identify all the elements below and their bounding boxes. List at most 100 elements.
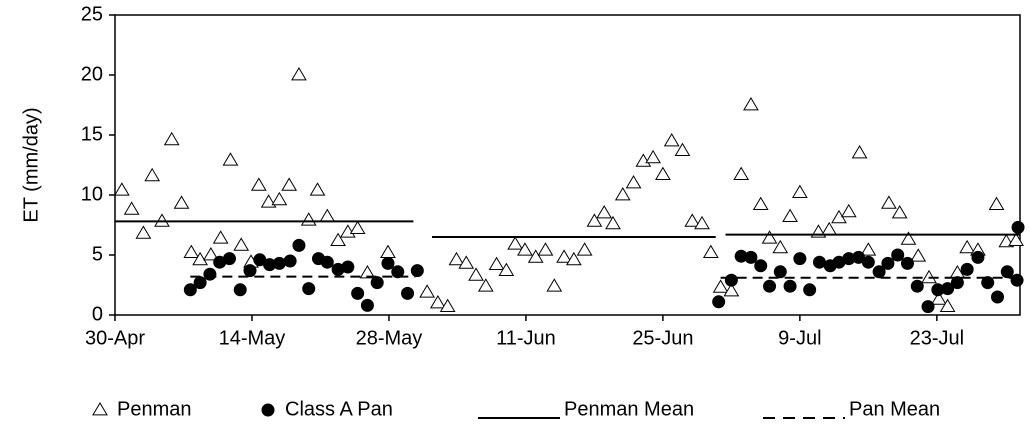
data-point (988, 196, 1005, 210)
data-point (233, 237, 250, 251)
data-point (791, 184, 808, 198)
data-point (429, 295, 446, 309)
mean-line (190, 275, 1019, 279)
data-point (123, 201, 140, 215)
data-point (341, 260, 355, 274)
data-point (744, 250, 758, 264)
data-point (761, 230, 778, 244)
data-point (939, 298, 956, 312)
data-point (222, 252, 236, 266)
x-tick-label: 23-Jul (910, 327, 964, 349)
data-point (458, 255, 475, 269)
data-point (565, 251, 582, 266)
data-point (163, 131, 180, 146)
legend-symbol (261, 403, 275, 417)
data-point (763, 279, 777, 293)
data-point (990, 290, 1004, 304)
data-point (772, 239, 789, 254)
data-point (527, 249, 544, 263)
data-point (852, 250, 866, 264)
data-point (183, 244, 200, 258)
data-point (891, 205, 908, 219)
data-point (537, 242, 554, 256)
data-point (803, 283, 817, 297)
data-point (655, 166, 671, 180)
data-point (702, 244, 719, 258)
data-point (881, 195, 897, 209)
data-point (370, 276, 384, 290)
data-point (950, 276, 964, 290)
data-point (723, 283, 740, 297)
data-point (222, 152, 239, 166)
data-point (292, 238, 306, 252)
legend-symbol (92, 402, 108, 416)
data-point (309, 182, 326, 196)
data-point (135, 225, 152, 239)
data-point (891, 248, 905, 262)
data-point (840, 203, 857, 218)
data-point (281, 177, 298, 191)
data-point (734, 249, 748, 263)
data-point (439, 298, 456, 312)
data-point (821, 221, 838, 236)
data-point (173, 195, 190, 209)
data-point (302, 282, 316, 296)
data-point (851, 145, 868, 159)
data-point (271, 191, 288, 206)
data-point (517, 242, 533, 256)
data-point (981, 276, 995, 290)
data-point (614, 187, 631, 201)
data-point (477, 278, 494, 292)
y-tick-label: 20 (81, 63, 103, 85)
y-axis-label: ET (mm/day) (20, 107, 42, 222)
data-point (203, 267, 217, 281)
data-point (380, 244, 396, 258)
data-point (793, 252, 807, 266)
legend-label: Pan Mean (849, 398, 940, 420)
data-point (1010, 273, 1024, 287)
data-point (743, 97, 759, 111)
data-point (861, 255, 875, 269)
data-point (359, 265, 376, 279)
data-point (283, 254, 297, 268)
data-point (752, 196, 769, 210)
data-point (203, 247, 219, 261)
data-point (860, 242, 877, 256)
data-point (212, 230, 229, 244)
x-tick-label: 30-Apr (85, 327, 145, 349)
data-point (960, 262, 974, 276)
data-point (330, 232, 346, 246)
data-point (900, 256, 914, 270)
data-point (586, 213, 603, 227)
data-point (546, 278, 563, 292)
data-point (319, 208, 336, 222)
data-point (971, 250, 985, 264)
data-point (684, 213, 701, 227)
data-point (674, 142, 691, 156)
data-point (113, 182, 130, 196)
data-point (351, 286, 365, 300)
data-point (910, 248, 927, 262)
data-point (645, 149, 661, 164)
data-point (349, 220, 366, 234)
data-point (1000, 265, 1014, 279)
data-point (193, 276, 207, 290)
data-point (419, 284, 435, 298)
data-point (724, 273, 738, 287)
data-point (507, 236, 524, 250)
data-point (881, 256, 895, 270)
data-point (733, 166, 750, 180)
data-point (498, 262, 515, 276)
data-point (556, 249, 572, 263)
data-point (250, 177, 267, 191)
data-point (488, 256, 505, 270)
data-point (391, 265, 405, 279)
data-point (812, 255, 826, 269)
data-point (832, 255, 846, 269)
data-point (300, 212, 317, 226)
data-point (959, 239, 976, 254)
data-point (941, 282, 955, 296)
data-point (360, 298, 374, 312)
x-tick-label: 25-Jun (632, 327, 693, 349)
